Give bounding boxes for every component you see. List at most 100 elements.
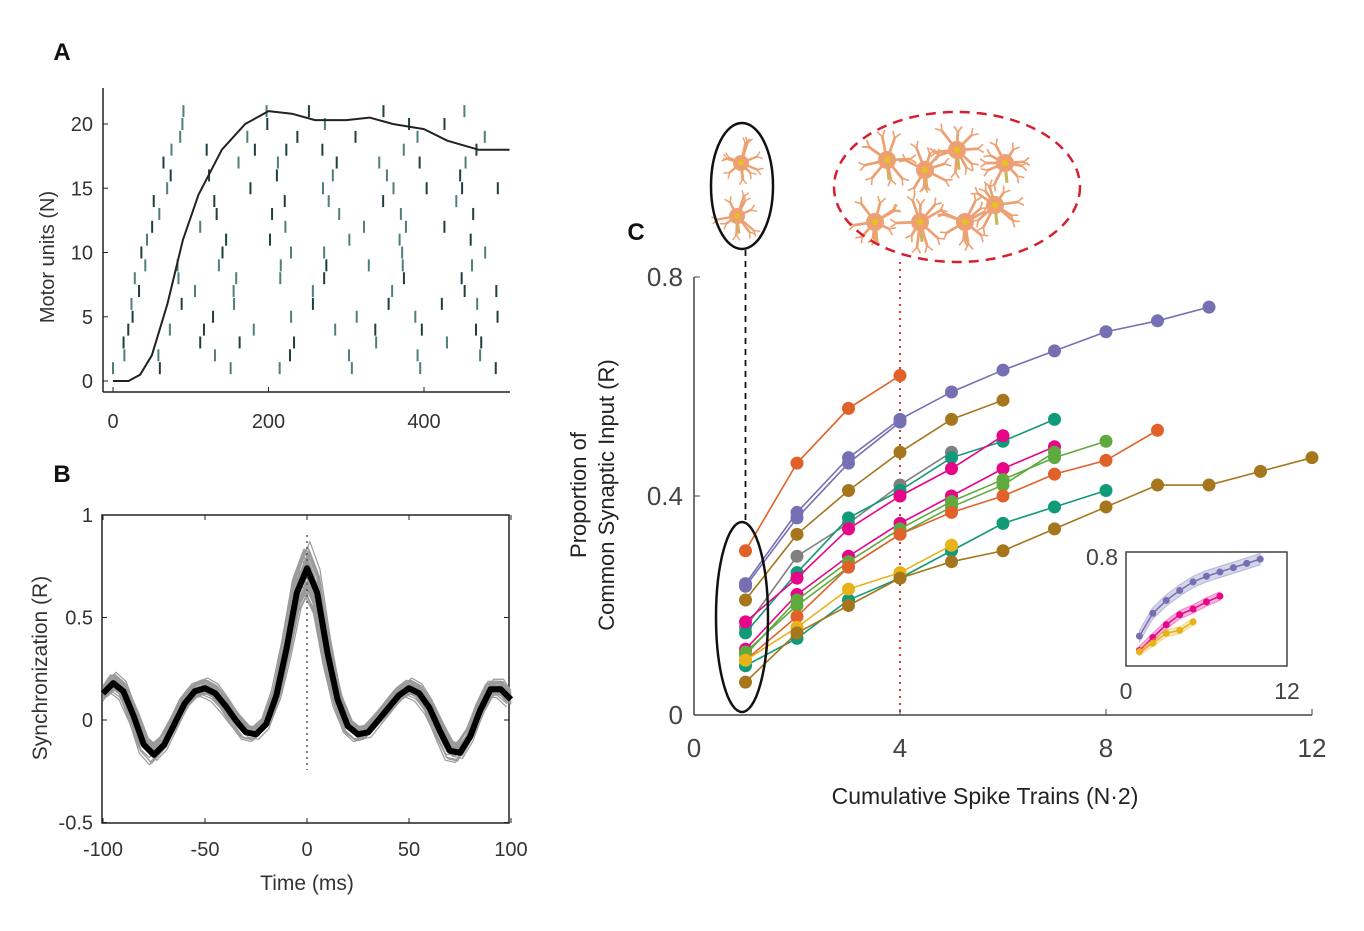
y-tick-label: 20 xyxy=(71,114,93,136)
data-point xyxy=(842,484,855,498)
synchronization-trace xyxy=(104,584,512,746)
data-point xyxy=(739,579,752,593)
dendrite xyxy=(974,196,983,202)
data-point xyxy=(790,626,804,640)
series-line xyxy=(744,374,901,552)
data-point xyxy=(790,609,804,623)
inset-data-point xyxy=(1135,632,1143,640)
synchronization-trace xyxy=(102,580,510,747)
inset-data-point xyxy=(1162,629,1170,637)
first-point-ellipse xyxy=(714,520,770,714)
inset-data-point xyxy=(1149,634,1157,641)
y-tick-label: 0 xyxy=(82,710,93,732)
dendrite xyxy=(901,153,907,161)
dendrite xyxy=(1023,161,1031,167)
series-0 xyxy=(739,369,907,558)
dendrite xyxy=(974,186,979,194)
spike-raster xyxy=(112,105,499,375)
dendrite xyxy=(859,164,866,172)
dendrite xyxy=(967,243,974,250)
x-tick-label: 100 xyxy=(494,839,527,861)
dendrite xyxy=(901,177,910,182)
dendrite xyxy=(750,209,758,213)
dendrite xyxy=(857,161,866,167)
inset-x-tick-label: 12 xyxy=(1274,678,1300,704)
nucleus xyxy=(961,218,969,226)
x-tick-label: 8 xyxy=(1099,733,1113,763)
inset-y-tick-label: 0.8 xyxy=(1086,544,1118,570)
plot-box xyxy=(101,514,510,824)
dendrite xyxy=(977,148,985,154)
dendrite xyxy=(930,151,937,158)
data-point xyxy=(893,369,907,383)
dendrite xyxy=(860,236,864,244)
x-tick-label: 0 xyxy=(107,411,118,433)
synchronization-trace xyxy=(102,577,508,747)
data-point xyxy=(996,516,1010,530)
data-point xyxy=(1202,478,1216,492)
inset-x-tick-label: 0 xyxy=(1120,678,1133,704)
dendrite xyxy=(888,227,897,230)
y-tick-label: 0.5 xyxy=(65,608,93,630)
x-tick-label: 200 xyxy=(252,411,285,433)
data-point xyxy=(790,599,804,612)
dendrite xyxy=(995,138,998,146)
data-point xyxy=(996,393,1010,407)
dendrite xyxy=(721,158,728,162)
dendrite xyxy=(744,138,751,144)
dendrite xyxy=(980,234,984,243)
neuron-illustration xyxy=(711,190,761,241)
x-tick-label: -100 xyxy=(83,839,123,861)
x-axis-label: Cumulative Spike Trains (N·2) xyxy=(832,783,1139,809)
dendrite xyxy=(929,147,937,153)
dendrite xyxy=(1023,156,1030,163)
data-point xyxy=(1151,478,1164,492)
data-point xyxy=(739,615,752,629)
dendrite xyxy=(890,222,897,228)
inset-data-point xyxy=(1203,598,1210,606)
data-point xyxy=(1099,434,1113,448)
dendrite xyxy=(989,141,997,147)
dendrite xyxy=(732,234,737,241)
nucleus xyxy=(738,160,744,166)
inset-data-point xyxy=(1162,596,1170,604)
dendrite xyxy=(980,168,989,172)
dendrite xyxy=(723,171,730,174)
data-point xyxy=(1048,522,1061,536)
dendrite xyxy=(912,193,916,202)
dendrite xyxy=(1012,219,1021,223)
series-2 xyxy=(739,415,907,593)
data-point xyxy=(996,429,1010,443)
nucleus xyxy=(871,218,879,226)
y-tick-label: 0.4 xyxy=(647,481,683,511)
dendrite xyxy=(722,157,730,160)
data-point xyxy=(893,527,907,541)
y-tick-label: 10 xyxy=(71,243,93,265)
data-point xyxy=(996,544,1010,558)
nucleus xyxy=(1001,159,1009,167)
dendrite xyxy=(910,143,917,149)
data-point xyxy=(790,549,804,563)
dendrite xyxy=(964,243,969,251)
panel-a: A 0 200 400 0 5 10 15 20 Motor units (N) xyxy=(37,39,510,433)
dendrite xyxy=(907,186,915,192)
dendrite xyxy=(965,166,974,172)
dendrite xyxy=(756,169,762,176)
dendrite xyxy=(986,148,992,157)
dendrite xyxy=(943,157,950,165)
dendrite xyxy=(977,143,984,150)
y-tick-label: 15 xyxy=(71,178,93,200)
dendrite xyxy=(756,156,763,159)
dendrite xyxy=(940,123,943,131)
dendrite xyxy=(881,129,886,138)
dendrite xyxy=(747,138,753,144)
dendrite xyxy=(866,139,870,148)
inset-data-point xyxy=(1176,626,1184,634)
nucleus xyxy=(953,146,961,154)
data-point xyxy=(1048,467,1061,481)
dendrite xyxy=(892,130,896,139)
dendrite xyxy=(741,178,748,185)
dendrite xyxy=(911,246,918,253)
data-point xyxy=(1099,484,1113,498)
dendrite xyxy=(906,195,914,202)
